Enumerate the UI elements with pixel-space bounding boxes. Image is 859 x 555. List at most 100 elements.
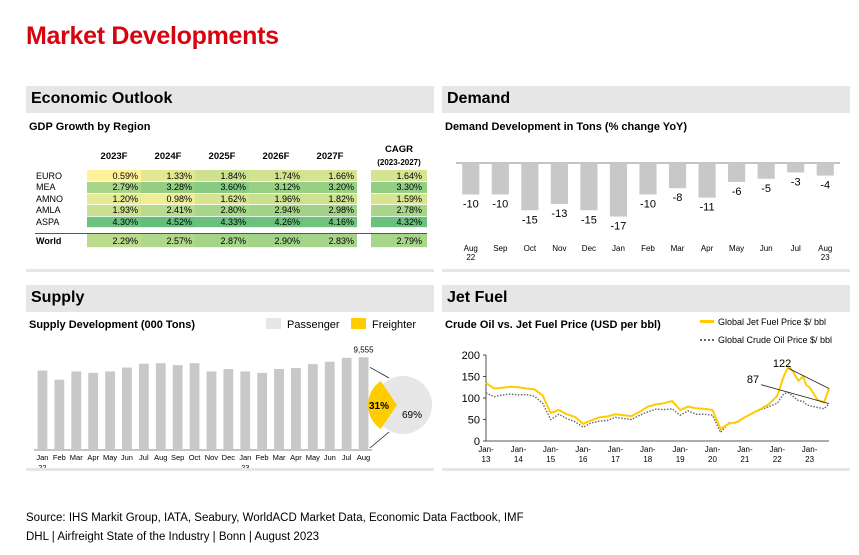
header-cell: 2023F [100,150,128,162]
jet-fuel-chart: 050100150200Jan-13Jan-14Jan-15Jan-16Jan-… [462,350,830,464]
spacer-cell [357,216,371,228]
x-tick-label: 16 [579,455,588,464]
demand-bar [491,163,509,195]
supply-tick-label: Apr [290,453,302,462]
y-tick-label: 100 [462,393,480,405]
value-cell: 2.41% [141,204,195,217]
supply-tick-label: Mar [273,453,286,462]
value-cell: 0.59% [87,170,141,182]
value-cell: 2.79% [87,181,141,194]
demand-bar [757,163,775,179]
header-cell: 2024F [154,150,182,162]
value-cell: 0.98% [141,193,195,205]
supply-bar [274,369,284,450]
x-tick-label: Jan- [640,445,656,454]
demand-chart: -10Aug22-10Sep-15Oct-13Nov-15Dec-17Jan-1… [456,162,840,262]
header-cell: 2025F [208,150,236,162]
legend-label-freighter: Freighter [372,319,417,331]
value-cell: 2.87% [195,233,249,248]
y-tick-label: 150 [462,372,480,384]
connector-line [369,366,390,379]
value-cell: 4.33% [195,216,249,228]
legend-passenger: Passenger [266,318,340,331]
panel-header: Supply [26,285,434,312]
demand-bar [462,163,480,195]
demand-tick-label: 22 [466,253,475,262]
x-tick-label: Jan- [511,445,527,454]
value-cell: 2.98% [303,204,357,217]
panel-title: Jet Fuel [447,289,508,306]
supply-bar [291,368,301,450]
x-tick-label: 15 [546,455,555,464]
region-cell: AMLA [36,205,61,216]
value-cell: 3.28% [141,181,195,194]
panel-subtitle: Demand Development in Tons (% change YoY… [445,121,688,133]
x-tick-label: Jan- [737,445,753,454]
demand-data-label: -17 [611,221,627,233]
demand-bar [816,163,834,176]
panel-title: Supply [31,289,85,306]
supply-bar [54,379,65,450]
demand-data-label: -8 [673,192,683,204]
supply-tick-label: Aug [154,453,167,462]
supply-bar [105,371,115,450]
pie-label-freighter: 31% [369,401,389,412]
legend-jet-fuel: Global Jet Fuel Price $/ bbl [700,317,826,327]
panel-header: Jet Fuel [442,285,850,312]
value-cell: 2.57% [141,233,195,248]
demand-data-label: -11 [700,202,715,214]
connector-line [369,431,390,449]
panel-footer-rule [26,269,434,272]
header-spacer [357,142,371,170]
x-tick-label: Jan- [543,445,559,454]
series-line-crude-oil [485,392,830,434]
table-row: ASPA 4.30% 4.52% 4.33% 4.26% 4.16% 4.32% [35,216,427,228]
x-tick-label: 20 [708,455,717,464]
supply-bar [138,363,149,450]
table-row: EURO 0.59% 1.33% 1.84% 1.74% 1.66% 1.64% [35,170,427,182]
y-tick-label: 50 [468,415,480,427]
demand-data-label: -4 [820,180,830,192]
supply-bar [206,371,217,450]
supply-tick-label: Jun [324,453,336,462]
table-row: MEA 2.79% 3.28% 3.60% 3.12% 3.20% 3.30% [35,181,427,194]
supply-bar [172,365,183,450]
panel-subtitle: Supply Development (000 Tons) [29,319,196,331]
demand-bar [580,163,598,211]
x-tick-label: 13 [482,455,491,464]
cagr-cell: 1.64% [371,170,427,182]
supply-tick-label: Jan [36,453,48,462]
value-cell: 4.52% [141,216,195,228]
cagr-label: CAGR [385,144,413,155]
legend-crude-oil: Global Crude Oil Price $/ bbl [700,335,832,345]
demand-data-label: -3 [791,176,801,188]
demand-bar [521,163,539,211]
x-tick-label: Jan- [478,445,494,454]
legend-line-crude-oil [700,339,714,341]
x-tick-label: Jan- [769,445,785,454]
x-tick-label: 14 [514,455,523,464]
value-cell: 4.30% [87,216,141,228]
value-cell: 1.62% [195,193,249,205]
supply-tick-label: Apr [87,453,99,462]
supply-tick-label: May [306,453,320,462]
panel-subtitle: GDP Growth by Region [29,121,151,133]
demand-bar [550,163,568,204]
supply-year-label: 23 [241,463,249,470]
supply-bar [257,372,268,450]
legend-freighter: Freighter [351,318,416,331]
value-cell: 2.80% [195,204,249,217]
annotation-leader [760,384,830,404]
supply-bar [189,363,200,450]
supply-tick-label: Mar [70,453,83,462]
value-cell: 2.83% [303,233,357,248]
value-cell: 4.26% [249,216,303,228]
cagr-header: CAGR (2023-2027) [371,142,427,170]
x-tick-label: Jan- [802,445,818,454]
value-cell: 4.16% [303,216,357,228]
demand-tick-label: Jan [612,244,625,253]
demand-tick-label: Apr [701,244,714,253]
supply-chart: Jan Feb Mar Apr May Jun Jul Aug Sep Oct Nov Dec Jan F… [34,345,432,470]
demand-tick-label: Aug [464,244,478,253]
value-cell: 1.93% [87,204,141,217]
